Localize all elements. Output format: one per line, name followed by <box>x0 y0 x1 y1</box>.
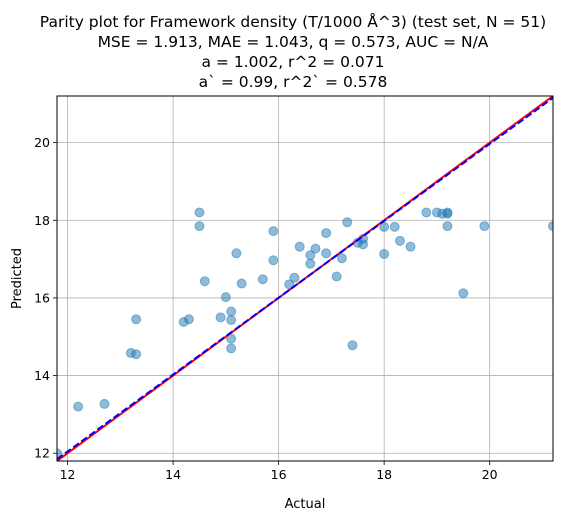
reference-lines <box>57 96 553 461</box>
data-point <box>336 253 347 264</box>
data-point <box>99 398 110 409</box>
data-points <box>57 207 553 459</box>
data-point <box>226 343 237 354</box>
x-tick-label: 16 <box>271 467 287 482</box>
data-point <box>389 221 400 232</box>
data-point <box>220 292 231 303</box>
data-point <box>405 241 416 252</box>
plot-frame <box>56 95 554 462</box>
axis-ticks: 12 14 16 18 20 12 14 16 18 20 <box>34 135 498 482</box>
y-axis-label: Predicted <box>10 248 25 309</box>
data-point <box>131 314 142 325</box>
data-point <box>458 288 469 299</box>
fit-line <box>57 97 553 460</box>
y-tick-label: 12 <box>34 446 50 461</box>
data-point <box>226 333 237 344</box>
data-point <box>199 276 210 287</box>
data-point <box>236 278 247 289</box>
data-point <box>183 314 194 325</box>
data-point <box>347 340 358 351</box>
data-point <box>268 255 279 266</box>
data-point <box>321 228 332 239</box>
data-point <box>226 315 237 326</box>
y-tick-label: 20 <box>34 135 50 150</box>
y-tick-label: 16 <box>34 290 50 305</box>
x-axis-label: Actual <box>285 497 326 512</box>
data-point <box>294 241 305 252</box>
chart-title-line-1: Parity plot for Framework density (T/100… <box>39 13 547 31</box>
data-point <box>268 226 279 237</box>
data-point <box>284 279 295 290</box>
data-point <box>442 221 453 232</box>
grid-lines <box>57 96 553 461</box>
data-point <box>321 248 332 259</box>
data-point <box>379 249 390 260</box>
data-point <box>548 221 553 232</box>
data-point <box>257 274 268 285</box>
data-point <box>358 239 369 250</box>
data-point <box>379 221 390 232</box>
data-point <box>226 306 237 317</box>
x-tick-label: 12 <box>60 467 76 482</box>
x-tick-label: 20 <box>482 467 498 482</box>
data-point <box>342 217 353 228</box>
y-tick-label: 14 <box>34 368 50 383</box>
data-point <box>479 221 490 232</box>
data-point <box>215 312 226 323</box>
data-point <box>131 349 142 360</box>
y-tick-label: 18 <box>34 213 50 228</box>
data-point <box>73 401 84 412</box>
chart-title-line-3: a = 1.002, r^2 = 0.071 <box>201 53 385 71</box>
chart-title-line-4: a` = 0.99, r^2` = 0.578 <box>198 73 388 91</box>
data-point <box>394 235 405 246</box>
x-tick-label: 14 <box>165 467 181 482</box>
data-point <box>305 258 316 269</box>
data-point <box>194 207 205 218</box>
data-point <box>231 248 242 259</box>
data-point <box>289 272 300 283</box>
data-point <box>310 243 321 254</box>
x-tick-label: 18 <box>376 467 392 482</box>
data-point <box>331 271 342 282</box>
data-point <box>194 221 205 232</box>
chart-title-line-2: MSE = 1.913, MAE = 1.043, q = 0.573, AUC… <box>97 33 489 51</box>
data-point <box>442 208 453 219</box>
data-point <box>421 207 432 218</box>
